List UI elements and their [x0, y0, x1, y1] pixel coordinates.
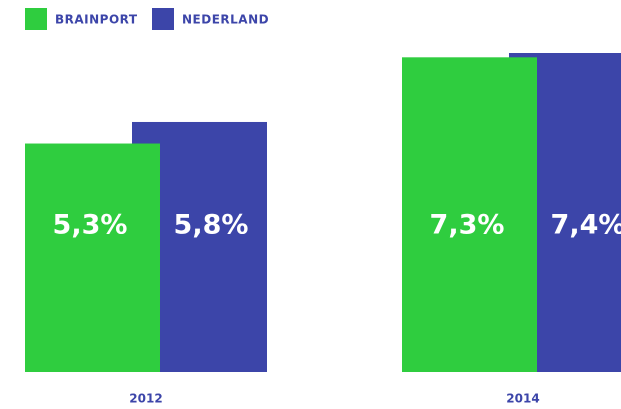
- legend-label: BRAINPORT: [55, 13, 138, 27]
- value-label: 7,4%: [551, 210, 621, 241]
- legend-swatch: [25, 8, 47, 30]
- bar: [402, 57, 537, 372]
- x-tick-label: 2014: [506, 392, 539, 406]
- value-label: 5,3%: [53, 210, 128, 241]
- bar: [25, 143, 160, 372]
- x-tick-label: 2012: [129, 392, 162, 406]
- value-label: 5,8%: [174, 210, 249, 241]
- legend-label: NEDERLAND: [182, 13, 269, 27]
- legend-swatch: [152, 8, 174, 30]
- value-label: 7,3%: [430, 210, 505, 241]
